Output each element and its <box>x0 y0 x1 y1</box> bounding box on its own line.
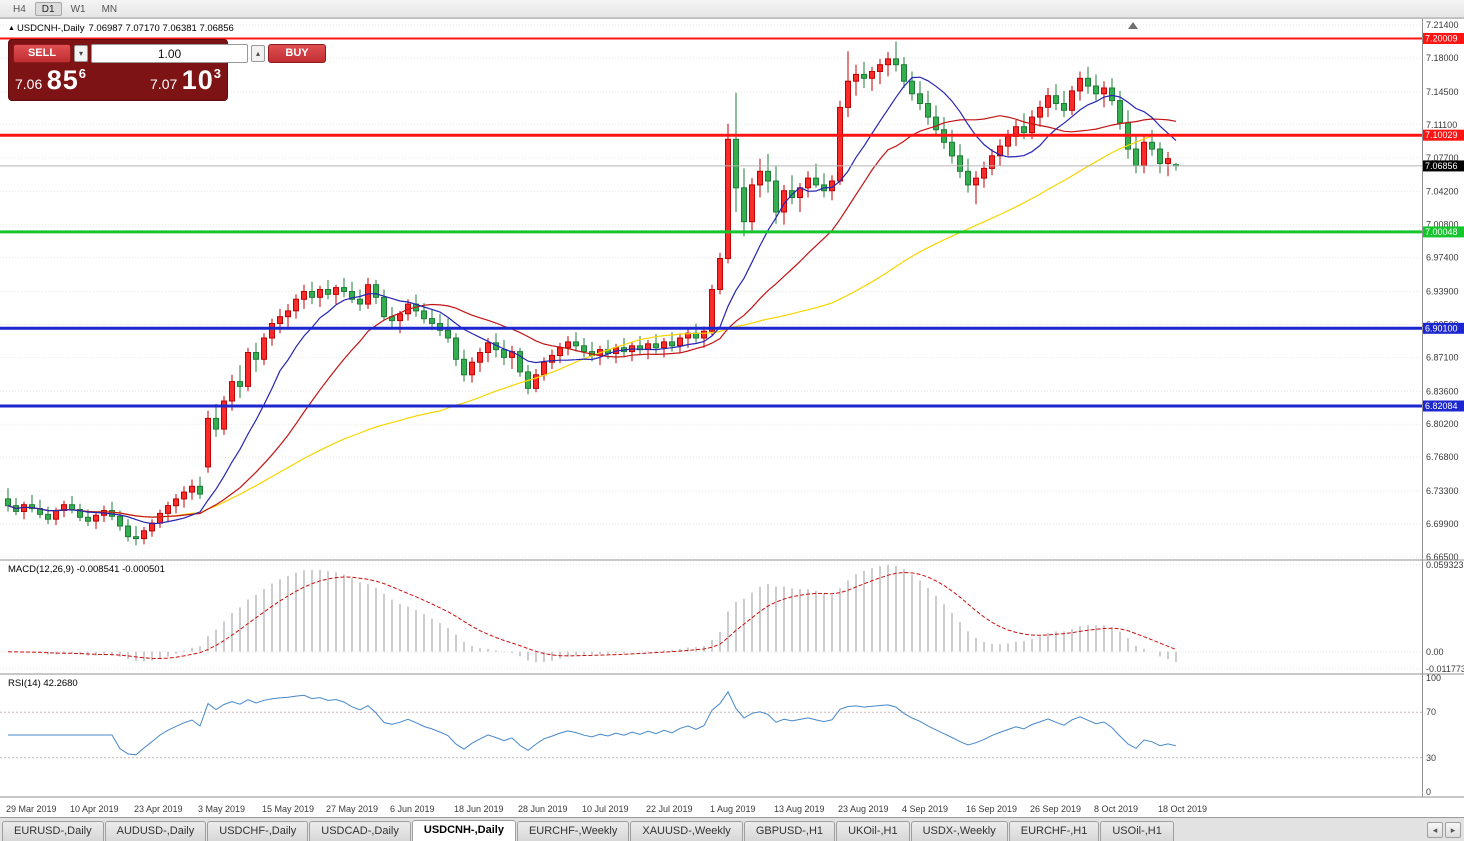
svg-text:6.83600: 6.83600 <box>1426 386 1459 396</box>
svg-text:28 Jun 2019: 28 Jun 2019 <box>518 804 568 814</box>
one-click-trading-panel: SELL ▾ ▴ BUY 7.06 856 7.07 103 <box>8 39 326 101</box>
svg-text:0.00: 0.00 <box>1426 647 1444 657</box>
chart-tabs: EURUSD-,Daily AUDUSD-,Daily USDCHF-,Daily U… <box>2 820 1175 841</box>
svg-text:6.90100: 6.90100 <box>1425 323 1458 333</box>
svg-text:100: 100 <box>1426 673 1441 683</box>
chart-tab-usdchf-daily[interactable]: USDCHF-,Daily <box>207 821 309 841</box>
svg-text:7.11100: 7.11100 <box>1426 120 1457 130</box>
chart-ohlc-values: 7.06987 7.07170 7.06381 7.06856 <box>88 23 234 34</box>
svg-text:23 Apr 2019: 23 Apr 2019 <box>134 804 183 814</box>
svg-text:6.66500: 6.66500 <box>1426 552 1459 562</box>
ask-price[interactable]: 7.07 103 <box>150 65 221 95</box>
svg-text:7.04200: 7.04200 <box>1426 187 1459 197</box>
chart-tab-eurchf-h1[interactable]: EURCHF-,H1 <box>1008 821 1100 841</box>
chart-title: ▲ USDCNH-,Daily 7.06987 7.07170 7.06381 7.… <box>8 23 234 34</box>
chart-tab-usoil-h1[interactable]: USOil-,H1 <box>1100 821 1174 841</box>
ma-fast-line <box>7 76 1177 525</box>
svg-text:4 Sep 2019: 4 Sep 2019 <box>902 804 948 814</box>
volume-dropdown-icon[interactable]: ▾ <box>74 45 88 62</box>
timeframe-toolbar: H4 D1 W1 MN <box>0 0 1464 18</box>
macd-histogram <box>15 565 1177 663</box>
svg-text:7.20009: 7.20009 <box>1425 33 1458 43</box>
svg-text:10 Apr 2019: 10 Apr 2019 <box>70 804 119 814</box>
svg-text:6.69900: 6.69900 <box>1426 519 1459 529</box>
svg-text:-0.011773: -0.011773 <box>1426 664 1464 674</box>
svg-text:27 May 2019: 27 May 2019 <box>326 804 378 814</box>
svg-text:6.82084: 6.82084 <box>1425 401 1458 411</box>
macd-indicator-label: MACD(12,26,9) -0.008541 -0.000501 <box>8 564 165 575</box>
svg-text:18 Jun 2019: 18 Jun 2019 <box>454 804 504 814</box>
svg-text:7.00048: 7.00048 <box>1425 227 1458 237</box>
rsi-indicator-label: RSI(14) 42.2680 <box>8 678 78 689</box>
chart-tab-audusd-daily[interactable]: AUDUSD-,Daily <box>104 821 207 841</box>
chart-window: 7.21400 7.18000 7.14500 7.11100 7.07700 7.042… <box>0 18 1464 817</box>
svg-text:6.76800: 6.76800 <box>1426 452 1459 462</box>
svg-text:6.93900: 6.93900 <box>1426 286 1459 296</box>
macd-signal-line <box>7 571 1177 660</box>
svg-text:6.97400: 6.97400 <box>1426 253 1459 263</box>
svg-text:18 Oct 2019: 18 Oct 2019 <box>1158 804 1207 814</box>
chart-tab-usdcad-daily[interactable]: USDCAD-,Daily <box>309 821 411 841</box>
svg-text:10 Jul 2019: 10 Jul 2019 <box>582 804 629 814</box>
ma-medium-line <box>7 115 1177 518</box>
svg-text:7.00800: 7.00800 <box>1426 220 1459 230</box>
svg-text:1 Aug 2019: 1 Aug 2019 <box>710 804 756 814</box>
svg-text:15 May 2019: 15 May 2019 <box>262 804 314 814</box>
chart-tab-xauusd-weekly[interactable]: XAUUSD-,Weekly <box>630 821 743 841</box>
price-chart[interactable]: 7.21400 7.18000 7.14500 7.11100 7.07700 7.042… <box>0 19 1464 818</box>
svg-text:7.21400: 7.21400 <box>1426 20 1459 30</box>
svg-text:22 Jul 2019: 22 Jul 2019 <box>646 804 693 814</box>
volume-stepper-up-icon[interactable]: ▴ <box>251 45 265 62</box>
timeframe-button-d1[interactable]: D1 <box>34 1 62 16</box>
rsi-line <box>8 690 1177 756</box>
svg-text:7.18000: 7.18000 <box>1426 53 1459 63</box>
chart-shift-marker[interactable] <box>1128 22 1138 29</box>
chart-symbol-label: USDCNH-,Daily <box>16 23 85 34</box>
svg-text:6.87100: 6.87100 <box>1426 352 1459 362</box>
candles-layer <box>5 41 1179 546</box>
svg-text:23 Aug 2019: 23 Aug 2019 <box>838 804 889 814</box>
svg-text:29 Mar 2019: 29 Mar 2019 <box>6 804 57 814</box>
svg-text:0.059323: 0.059323 <box>1426 560 1464 570</box>
svg-text:6 Jun 2019: 6 Jun 2019 <box>390 804 435 814</box>
tab-scroll-right-button[interactable]: ▸ <box>1445 822 1461 838</box>
chart-tab-eurchf-weekly[interactable]: EURCHF-,Weekly <box>516 821 630 841</box>
chart-tab-bar: EURUSD-,Daily AUDUSD-,Daily USDCHF-,Daily U… <box>0 817 1464 841</box>
sell-button[interactable]: SELL <box>13 44 71 63</box>
chart-tab-eurusd-daily[interactable]: EURUSD-,Daily <box>2 821 104 841</box>
svg-text:30: 30 <box>1426 753 1436 763</box>
svg-text:3 May 2019: 3 May 2019 <box>198 804 245 814</box>
chart-tab-usdcnh-daily[interactable]: USDCNH-,Daily <box>411 820 516 841</box>
svg-text:0: 0 <box>1426 787 1431 797</box>
bid-price[interactable]: 7.06 856 <box>15 65 86 95</box>
timeframe-button-mn[interactable]: MN <box>95 2 125 16</box>
collapse-triangle-icon[interactable]: ▲ <box>8 25 15 32</box>
svg-text:16 Sep 2019: 16 Sep 2019 <box>966 804 1017 814</box>
timeframe-button-h4[interactable]: H4 <box>6 2 33 16</box>
svg-text:7.10029: 7.10029 <box>1425 130 1458 140</box>
svg-text:7.14500: 7.14500 <box>1426 87 1459 97</box>
svg-text:7.07700: 7.07700 <box>1426 153 1459 163</box>
volume-input[interactable] <box>91 44 248 63</box>
chart-tab-usdx-weekly[interactable]: USDX-,Weekly <box>910 821 1008 841</box>
svg-text:26 Sep 2019: 26 Sep 2019 <box>1030 804 1081 814</box>
buy-button[interactable]: BUY <box>268 44 326 63</box>
svg-text:6.73300: 6.73300 <box>1426 486 1459 496</box>
timeframe-button-w1[interactable]: W1 <box>64 2 93 16</box>
svg-text:8 Oct 2019: 8 Oct 2019 <box>1094 804 1138 814</box>
tab-scroll-left-button[interactable]: ◂ <box>1427 822 1443 838</box>
chart-tab-ukoil-h1[interactable]: UKOil-,H1 <box>836 821 910 841</box>
svg-text:13 Aug 2019: 13 Aug 2019 <box>774 804 825 814</box>
chart-tab-gbpusd-h1[interactable]: GBPUSD-,H1 <box>743 821 836 841</box>
svg-text:7.06856: 7.06856 <box>1425 161 1458 171</box>
svg-text:70: 70 <box>1426 707 1436 717</box>
svg-text:6.80200: 6.80200 <box>1426 419 1459 429</box>
